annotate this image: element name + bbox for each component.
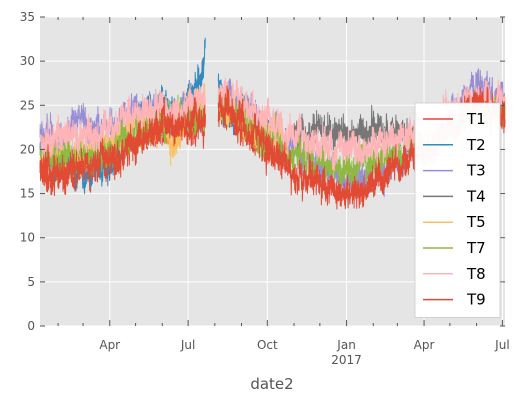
legend: T1 T2 T3 T4 T5 T7 T8 T9: [414, 102, 501, 318]
x-tick-label: Jul: [494, 338, 509, 352]
legend-box: [414, 102, 501, 318]
y-tick-label: 25: [20, 98, 35, 112]
y-tick-label: 10: [20, 231, 35, 245]
legend-label-T9: T9: [466, 291, 486, 309]
y-tick-label: 15: [20, 187, 35, 201]
legend-label-T1: T1: [466, 110, 486, 128]
grid-lines: [40, 16, 505, 327]
x-tick-sublabel: 2017: [331, 353, 362, 367]
x-tick-label: Jan: [336, 338, 356, 352]
legend-label-T4: T4: [466, 187, 486, 205]
y-tick-label: 30: [20, 54, 35, 68]
y-tick-label: 35: [20, 10, 35, 24]
legend-label-T2: T2: [466, 136, 486, 154]
x-tick-label: Oct: [257, 338, 278, 352]
y-tick-label: 0: [27, 319, 35, 333]
x-tick-label: Apr: [414, 338, 435, 352]
x-tick-label: Jul: [180, 338, 195, 352]
y-tick-label: 5: [27, 275, 35, 289]
legend-label-T3: T3: [466, 162, 486, 180]
x-axis-label: date2: [250, 375, 293, 393]
x-tick-label: Apr: [99, 338, 120, 352]
legend-label-T7: T7: [466, 239, 486, 257]
legend-label-T5: T5: [466, 213, 486, 231]
legend-label-T8: T8: [466, 265, 486, 283]
y-tick-label: 20: [20, 142, 35, 156]
